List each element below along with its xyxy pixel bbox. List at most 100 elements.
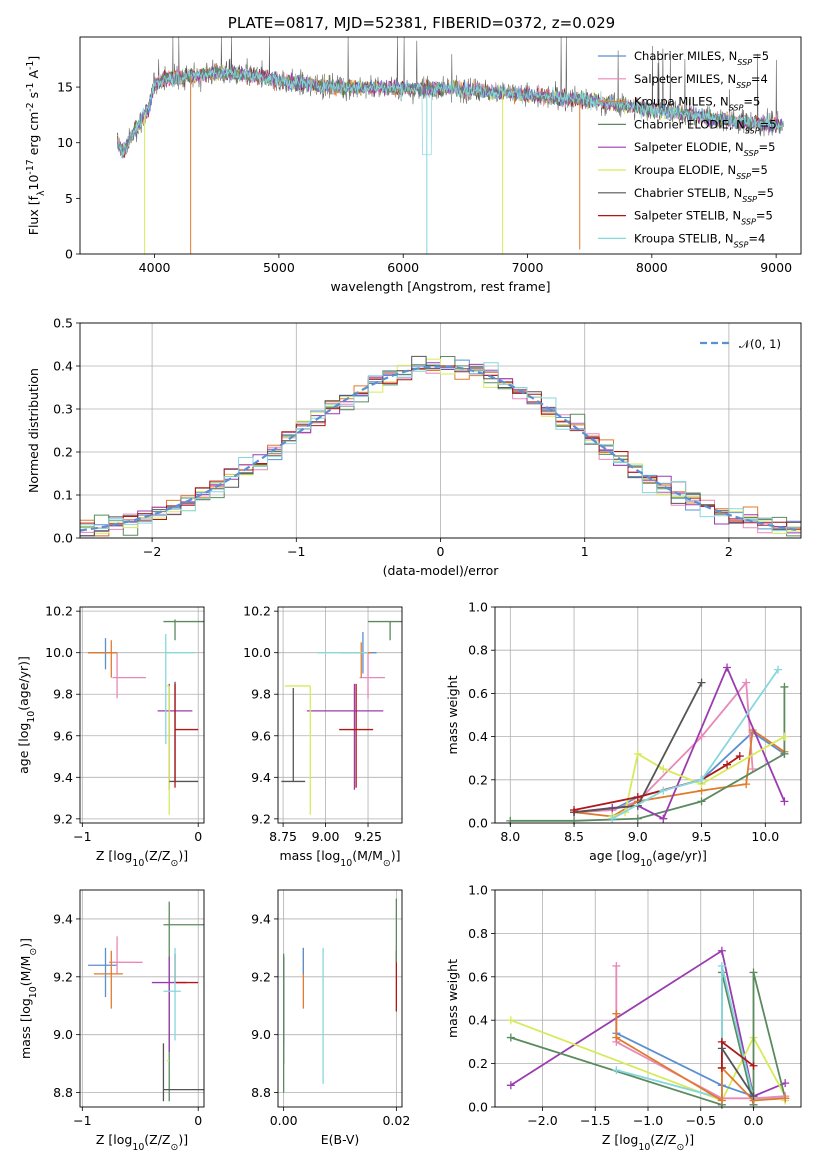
y-tick-label: 9.8 xyxy=(53,687,73,702)
y-tick-label: 9.4 xyxy=(251,911,271,926)
data-point xyxy=(749,1092,758,1101)
x-tick-label: 5000 xyxy=(263,260,295,275)
y-tick-label: 1.0 xyxy=(468,883,488,898)
y-tick-label: 9.2 xyxy=(251,969,271,984)
data-point xyxy=(697,775,706,784)
legend-entry: Salpeter MILES, NSSP=4 xyxy=(634,72,768,90)
axes-frame xyxy=(277,606,403,824)
data-point xyxy=(717,1096,726,1105)
x-tick-label: −2.0 xyxy=(527,1113,557,1128)
chart-mass-weight-Z: −2.0 −1.5 −1.0 −0.5 0.0 0.0 0.2 0.4 0.6 0.8 1.0 Z [… xyxy=(445,883,802,1153)
chart-age-Z: −1 0 9.2 9.4 9.6 9.8 10.0 10.2 Z [log10(Z/Z⊙)] ag… xyxy=(16,604,205,869)
x-tick-label: 0 xyxy=(437,544,445,559)
x-tick-label: −2 xyxy=(143,544,161,559)
y-tick-label: 9.6 xyxy=(53,728,73,743)
y-tick-label: 0.2 xyxy=(468,772,488,787)
x-tick-label: 0.02 xyxy=(382,1113,410,1128)
y-tick-label: 0 xyxy=(65,247,73,262)
data-point xyxy=(633,749,642,758)
mass-weight-line xyxy=(611,669,779,820)
y-tick-label: 0.5 xyxy=(53,316,73,331)
data-point xyxy=(742,780,751,789)
mass-weight-line xyxy=(510,686,786,822)
mass-weight-line xyxy=(721,1047,755,1097)
x-tick-label: 4000 xyxy=(139,260,171,275)
x-tick-label: 8.5 xyxy=(564,829,584,844)
data-point xyxy=(774,665,783,674)
axes-frame xyxy=(79,36,802,255)
data-point xyxy=(697,797,706,806)
y-axis-label: Flux [fλ10-17 erg cm-2 s-1 A-1] xyxy=(25,56,47,235)
data-point xyxy=(742,678,751,687)
x-tick-label: −0.5 xyxy=(686,1113,716,1128)
y-tick-label: 0.3 xyxy=(53,402,73,417)
y-tick-label: 9.4 xyxy=(53,911,73,926)
data-point xyxy=(697,732,706,741)
x-tick-label: 6000 xyxy=(387,260,419,275)
chart-mass-weight-age: 8.0 8.5 9.0 9.5 10.0 0.0 0.2 0.4 0.6 0.8 1.0 age [l… xyxy=(445,600,802,869)
legend-entry: Chabrier STELIB, NSSP=5 xyxy=(634,186,774,204)
axes-frame xyxy=(494,606,802,824)
x-tick-label: 8000 xyxy=(636,260,668,275)
y-tick-label: 0.4 xyxy=(468,1013,488,1028)
data-point xyxy=(781,1094,790,1103)
x-tick-label: 8.0 xyxy=(500,829,520,844)
y-tick-label: 9.2 xyxy=(53,969,73,984)
x-tick-label: −1.0 xyxy=(633,1113,663,1128)
normal-curve xyxy=(79,365,799,532)
x-tick-label: 9.25 xyxy=(354,829,382,844)
data-point xyxy=(717,961,726,970)
data-point xyxy=(608,814,617,823)
y-tick-label: 0.0 xyxy=(468,816,488,831)
y-axis-label: Normed distribution xyxy=(26,368,41,493)
y-tick-label: 0.8 xyxy=(468,643,488,658)
x-tick-label: 1 xyxy=(581,544,589,559)
y-axis-label: age [log10(age/yr)] xyxy=(16,656,37,774)
y-tick-label: 9.4 xyxy=(53,770,73,785)
legend-entry: Salpeter ELODIE, NSSP=5 xyxy=(634,140,775,158)
y-tick-label: 5 xyxy=(65,191,73,206)
data-point xyxy=(717,1044,726,1053)
chart-title: PLATE=0817, MJD=52381, FIBERID=0372, z=0… xyxy=(228,14,615,32)
data-point xyxy=(612,1066,621,1075)
y-axis-label: mass [log10(M/M⊙)] xyxy=(18,938,39,1059)
y-axis-label: mass weight xyxy=(445,675,460,754)
y-tick-label: 0.4 xyxy=(53,359,73,374)
x-tick-label: 0 xyxy=(194,829,202,844)
x-axis-label: E(B-V) xyxy=(321,1132,360,1147)
axes-frame xyxy=(79,606,205,824)
mass-weight-line xyxy=(573,665,786,820)
axes-frame xyxy=(277,889,403,1108)
y-tick-label: 9.2 xyxy=(53,811,73,826)
data-point xyxy=(735,752,744,761)
data-point xyxy=(749,1061,758,1070)
chart-age-mass: 8.75 9.00 9.25 9.2 9.4 9.6 9.8 10.0 10.2 mass [lo… xyxy=(243,604,403,869)
legend-entry: Kroupa MILES, NSSP=5 xyxy=(634,95,760,113)
y-tick-label: 1.0 xyxy=(468,600,488,615)
y-tick-label: 10.2 xyxy=(243,604,271,619)
x-axis-label: wavelength [Angstrom, rest frame] xyxy=(330,279,550,294)
x-axis-label: Z [log10(Z/Z⊙)] xyxy=(96,848,188,869)
y-axis-label: mass weight xyxy=(445,959,460,1038)
y-tick-label: 8.8 xyxy=(251,1085,271,1100)
x-tick-label: −1 xyxy=(287,544,305,559)
y-tick-label: 8.8 xyxy=(53,1085,73,1100)
y-tick-label: 0.2 xyxy=(53,445,73,460)
mass-weight-line xyxy=(574,680,754,814)
x-axis-label: (data-model)/error xyxy=(383,563,500,578)
spectrum-line xyxy=(117,67,783,159)
residual-histogram xyxy=(80,362,801,538)
x-tick-label: −1 xyxy=(73,1113,91,1128)
y-tick-label: 10.0 xyxy=(243,645,271,660)
chart-mass-EBV: 0.00 0.02 8.8 9.0 9.2 9.4 E(B-V) xyxy=(251,889,410,1147)
y-tick-label: 10 xyxy=(57,135,73,150)
x-axis-label: Z [log10(Z/Z⊙)] xyxy=(602,1132,694,1153)
data-point xyxy=(612,1033,621,1042)
chart-residuals: 𝒩(0, 1) −2 −1 0 1 2 0.0 0.1 0.2 0.3 0.4 0.5 (data-mo… xyxy=(26,316,802,578)
x-tick-label: 8.75 xyxy=(269,829,297,844)
y-tick-label: 9.0 xyxy=(251,1027,271,1042)
x-tick-label: 2 xyxy=(725,544,733,559)
y-tick-label: 9.2 xyxy=(251,811,271,826)
x-tick-label: 9000 xyxy=(760,260,792,275)
